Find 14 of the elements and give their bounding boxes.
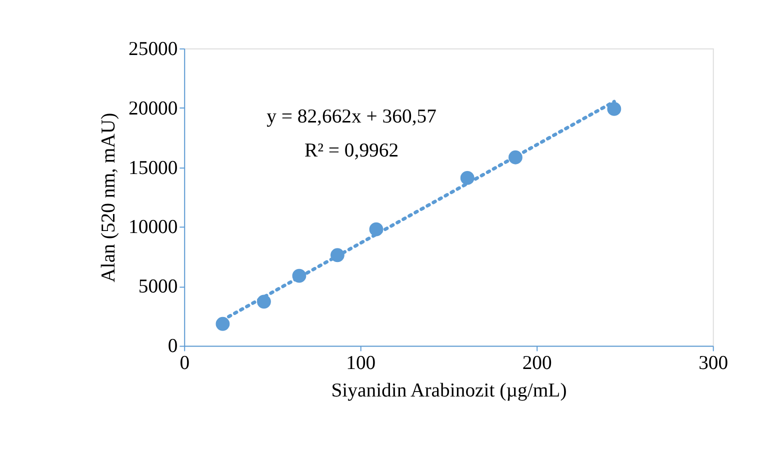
y-tick-label: 20000 (128, 97, 178, 120)
annotation: R² = 0,9962 (304, 140, 399, 162)
y-axis-title: Alan (520 nm, mAU) (98, 112, 120, 282)
annotation: y = 82,662x + 360,57 (266, 105, 437, 128)
y-tick-label: 0 (168, 335, 178, 358)
x-tick-label: 200 (522, 352, 552, 374)
y-tick-label: 15000 (128, 156, 178, 179)
x-tick-label: 300 (698, 352, 728, 374)
y-tick-label: 10000 (128, 216, 178, 238)
y-tick-label: 25000 (128, 38, 178, 60)
y-tick-label: 5000 (138, 276, 178, 298)
point (607, 102, 622, 116)
x-axis-title: Siyanidin Arabinozit (µg/mL) (331, 379, 567, 402)
x-tick-label: 100 (346, 352, 376, 374)
